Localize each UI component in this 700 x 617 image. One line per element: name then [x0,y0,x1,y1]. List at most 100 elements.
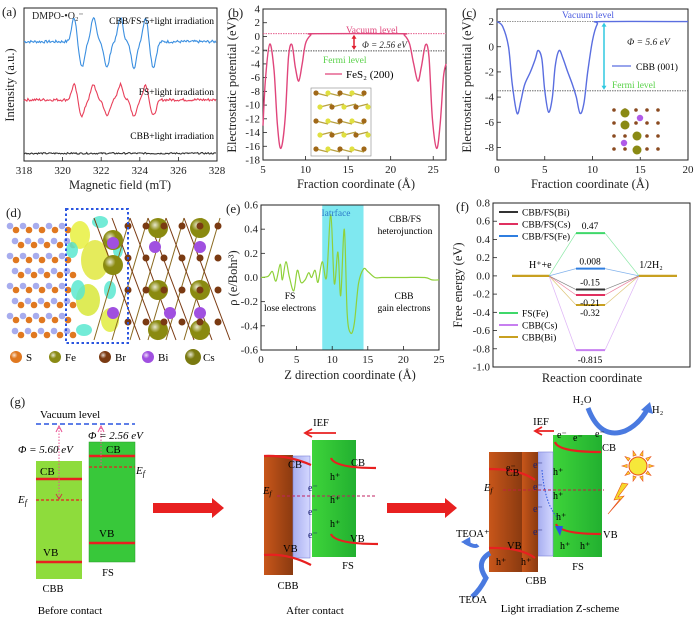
iron-atom [19,252,27,260]
hole-label: h⁺ [560,541,570,552]
bond [183,217,221,341]
panel-label-b: (b) [228,5,243,20]
transition-arrow-2 [387,498,457,518]
iron-atom [337,146,343,152]
x-tick-label-b: 10 [300,164,312,176]
fes2-crystal-inset [310,87,372,157]
cesium-atom [620,108,630,118]
x-axis-label-b: Fraction coordinate (Å) [297,177,415,191]
panel-g-band-diagram: (g) Vacuum level Φ = 5.60 eV Φ = 2.56 eV… [10,394,664,617]
phi-cbb-label: Φ = 5.60 eV [18,444,74,456]
y-axis-label-a: Intensity (a.u.) [3,48,17,121]
lightning-icon [607,482,629,515]
legend-label-f: CBB/FS(Cs) [522,220,571,231]
x-tick-label-c: 5 [542,164,548,176]
iron-atom [45,282,53,290]
hole-label: h⁺ [553,467,563,478]
sulfur-atom [69,301,77,309]
bromine-atom [160,318,168,326]
bromine-atom [645,134,649,138]
y-tick-label-e: 0.2 [244,248,258,260]
sulfur-atom [38,256,46,264]
y-tick-label-f: -0.2 [473,289,490,301]
sulfur-atom [51,316,59,324]
x-tick-label-e: 20 [398,354,410,366]
y-tick-label-e: 0.4 [244,224,258,236]
bromine-atom [178,222,186,230]
bromine-atom [645,147,649,151]
hole-label: h⁺ [330,495,340,506]
series-line-cbb-fs-5-light-irradiation [23,17,217,70]
iron-atom [6,222,14,230]
x-tick-label-e: 5 [294,354,300,366]
y-tick-label-c: 2 [489,16,495,28]
iron-atom [45,312,53,320]
fs-cb-label-after: CB [351,458,365,469]
cbb-vb-label-light: VB [507,541,522,552]
iron-atom [19,312,27,320]
iron-atom [361,90,367,96]
iron-atom [37,297,45,305]
charge-density-isosurface [76,324,92,336]
cbb-cb-label-after: CB [288,460,302,471]
interface-highlight-box [65,208,129,344]
sun-ray [624,456,631,462]
arrowhead-up-c [601,22,607,27]
series-label-a: CBB/FS-5+light irradiation [109,17,214,27]
charge-density-isosurface [92,216,108,228]
legend-label-fe: Fe [65,352,76,364]
teoa-label: TEOA [459,595,487,606]
connector-line [548,232,577,277]
sulfur-atom [365,132,371,138]
cbb-cb-bent-after [263,454,312,467]
y-tick-label-b: -18 [245,155,260,167]
bromine-atom [645,121,649,125]
iron-atom [353,104,359,110]
sun-ray [639,449,644,457]
sulfur-atom [56,241,64,249]
iron-atom [313,146,319,152]
sulfur-atom [325,118,331,124]
legend-label-f: CBB(Cs) [522,321,557,332]
y-tick-label-f: -0.8 [473,343,491,355]
y-tick-label-f: 0.6 [476,216,490,228]
x-axis-label-c: Fraction coordinate (Å) [531,177,649,191]
charge-density-isosurface [104,281,116,299]
sun-ray [648,463,655,469]
x-tick-label-c: 20 [683,164,695,176]
iron-atom [6,312,14,320]
legend-label-cbb: CBB (001) [636,62,678,73]
x-tick-label-a: 326 [170,165,187,177]
series-label-a: FS+light irradiation [139,88,215,98]
connector-line [604,275,640,306]
bismuth-atom [107,237,119,249]
sulfur-atom [30,301,38,309]
ief-arrowhead-light [533,426,543,436]
series-line-cbb [496,20,689,115]
connector-line [548,275,577,296]
fs-label-before: FS [102,568,114,579]
iron-atom [353,132,359,138]
sulfur-atom [25,226,33,234]
phi-label-c: Φ = 5.6 eV [627,38,671,48]
iron-atom [313,118,319,124]
sulfur-atom [349,90,355,96]
iron-atom [58,222,66,230]
hole-label: h⁺ [330,472,340,483]
fs-ef-label: Ef [135,465,147,478]
legend-label-br: Br [115,352,126,364]
x-axis-label-f: Reaction coordinate [542,371,643,385]
hole-label: h⁺ [521,557,531,568]
fs-block-light [553,435,602,557]
y-tick-label-e: -0.6 [241,345,259,357]
ef-label-light: Ef [483,483,493,495]
y-tick-label-b: -4 [251,58,261,70]
sulfur-atom [30,331,38,339]
bromine-atom [612,134,616,138]
y-tick-label-b: -14 [245,127,260,139]
bond [129,217,167,341]
h2o-label: H₂O [573,395,592,406]
y-tick-label-c: -6 [485,117,495,129]
panel-label-f: (f) [456,199,469,214]
arrowhead-down-c [601,85,607,90]
